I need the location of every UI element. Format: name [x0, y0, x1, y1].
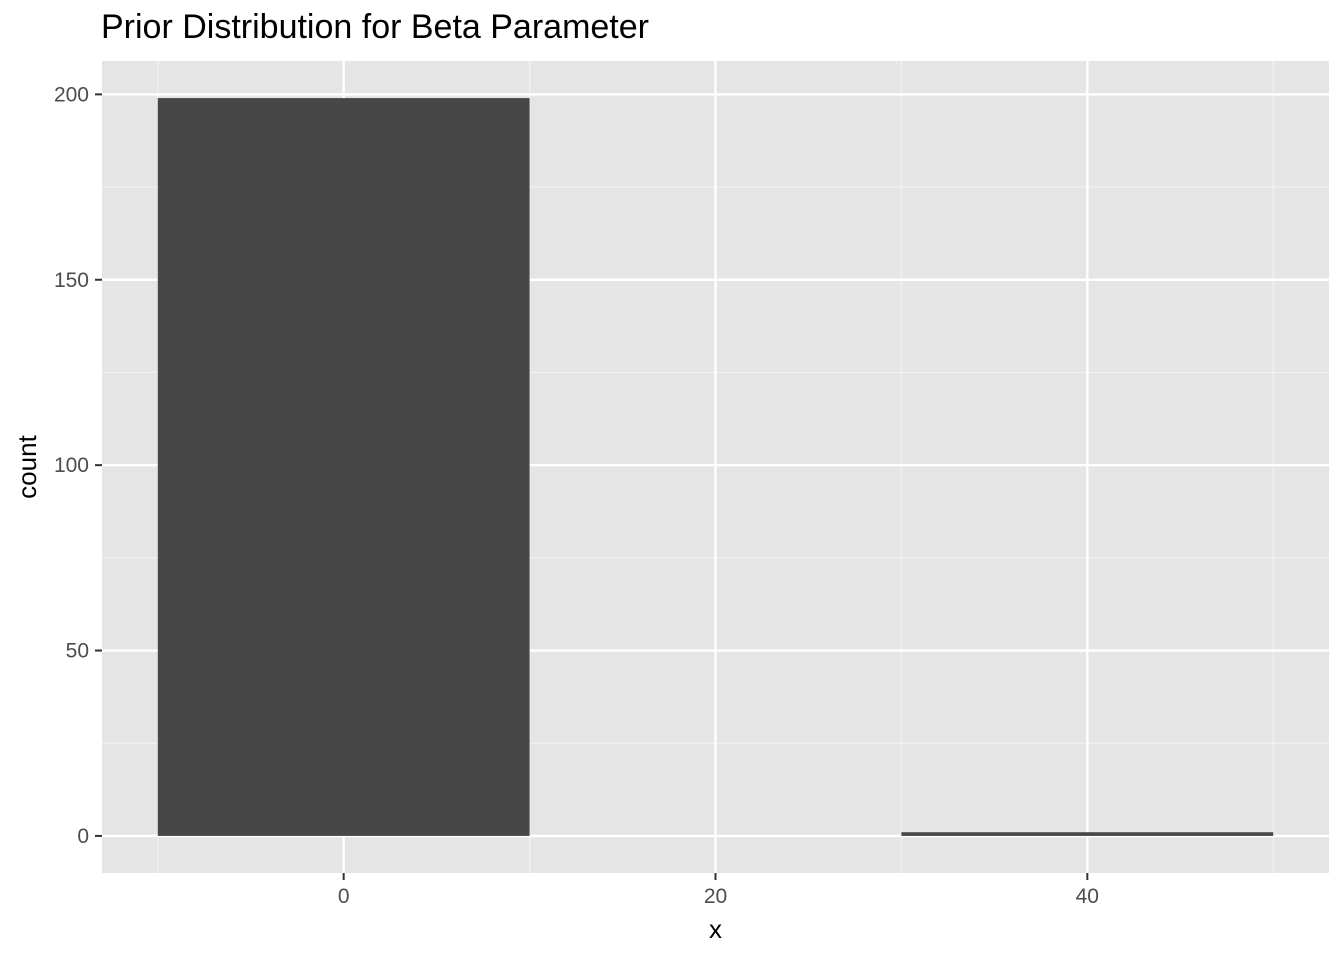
histogram-bar — [157, 98, 530, 836]
x-tick-label: 0 — [338, 885, 350, 908]
y-tick-label: 150 — [54, 269, 89, 292]
x-tick-label: 20 — [704, 885, 727, 908]
x-axis: 0 20 40 — [338, 873, 1099, 908]
y-axis-title: count — [12, 434, 42, 498]
x-tick-label: 40 — [1076, 885, 1099, 908]
x-axis-title: x — [709, 914, 722, 944]
histogram-bar — [901, 832, 1274, 836]
y-tick-label: 0 — [77, 825, 89, 848]
histogram-bars — [157, 98, 1274, 836]
y-axis: 0 50 100 150 200 — [54, 83, 102, 848]
y-tick-label: 100 — [54, 454, 89, 477]
chart-title: Prior Distribution for Beta Parameter — [101, 8, 649, 46]
y-tick-label: 50 — [66, 640, 89, 663]
y-tick-label: 200 — [54, 83, 89, 106]
